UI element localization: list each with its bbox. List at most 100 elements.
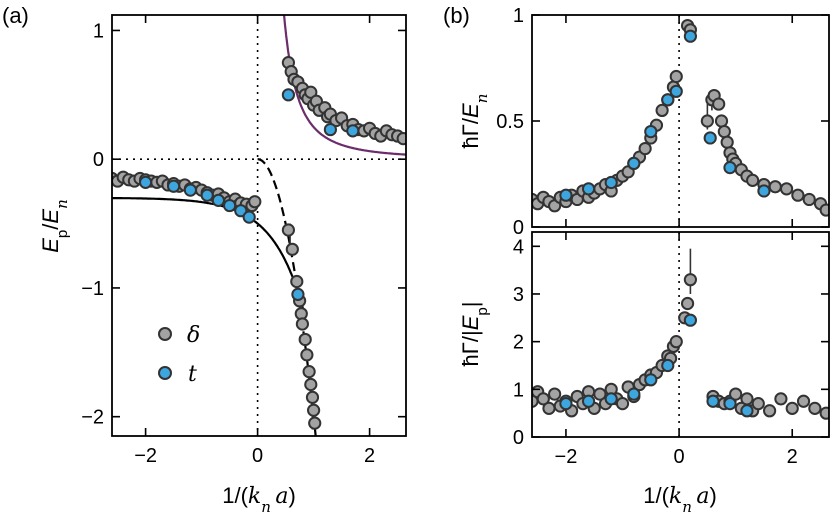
t-point xyxy=(669,84,683,98)
t-point xyxy=(604,175,618,190)
t-point xyxy=(346,124,360,138)
t-point xyxy=(559,397,573,411)
delta-point xyxy=(740,392,754,406)
delta-point xyxy=(791,188,805,202)
y-axis-label-b-bottom: ħΓ/|Ep| xyxy=(458,302,491,367)
theory-purple-upper xyxy=(282,15,406,156)
delta-point xyxy=(593,387,607,401)
y-tick-label: 2 xyxy=(513,332,524,354)
delta-point xyxy=(655,103,669,118)
t-point xyxy=(757,184,771,198)
delta-point xyxy=(298,332,312,347)
panel-b-bottom: −2 0 2 0 1 2 3 4 ħΓ/|Ep| 1/(kn a) xyxy=(458,231,830,514)
theory-black-solid xyxy=(112,197,306,313)
delta-point xyxy=(680,296,695,311)
panel-label-b: (b) xyxy=(443,3,470,28)
delta-point xyxy=(714,114,729,128)
delta-point xyxy=(248,195,262,209)
y-tick-label: 0 xyxy=(513,217,524,239)
delta-point xyxy=(396,131,406,146)
delta-point xyxy=(779,182,794,196)
t-point xyxy=(661,358,675,373)
delta-point xyxy=(281,223,295,237)
delta-point xyxy=(774,392,788,406)
t-point xyxy=(723,161,737,175)
delta-point xyxy=(290,274,304,289)
y-axis-label-b-top: ħΓ/En xyxy=(458,94,491,149)
legend-label-t: t xyxy=(188,362,197,387)
delta-point xyxy=(304,377,318,392)
y-tick-label: 0 xyxy=(93,149,104,171)
delta-point xyxy=(768,180,782,194)
t-point xyxy=(139,175,153,189)
delta-point xyxy=(300,348,314,362)
t-point xyxy=(661,93,675,107)
legend-marker-t xyxy=(158,366,172,380)
legend-label-delta: δ xyxy=(187,323,200,348)
delta-point xyxy=(615,397,630,411)
delta-point xyxy=(717,125,731,139)
t-point xyxy=(234,204,248,218)
t-point xyxy=(644,125,658,139)
delta-point xyxy=(548,387,562,401)
delta-point xyxy=(536,392,550,406)
legend: δt xyxy=(158,323,200,387)
delta-point xyxy=(542,401,556,415)
y-tick-label: −1 xyxy=(81,278,104,300)
t-point xyxy=(706,394,720,408)
delta-point xyxy=(819,203,829,217)
x-tick-label: 2 xyxy=(787,446,798,468)
delta-point xyxy=(808,401,822,415)
delta-point xyxy=(763,404,777,418)
t-point xyxy=(291,287,305,301)
y-tick-label: 1 xyxy=(93,20,104,42)
x-tick-label: 0 xyxy=(674,446,685,468)
delta-point xyxy=(302,365,316,379)
delta-point xyxy=(751,397,765,411)
x-tick-label: −2 xyxy=(555,446,578,468)
t-point xyxy=(644,373,658,387)
panel-b-top: 0 0.5 1 (b) ħΓ/En xyxy=(443,3,830,239)
t-point xyxy=(604,392,618,406)
legend-marker-delta xyxy=(158,327,172,341)
delta-point xyxy=(796,394,811,408)
x-tick-label: −2 xyxy=(134,445,157,467)
delta-point xyxy=(285,242,299,256)
t-point xyxy=(281,88,295,102)
delta-point xyxy=(308,416,322,430)
y-tick-label: 1 xyxy=(513,5,524,27)
y-tick-label: 0.5 xyxy=(496,111,524,133)
y-tick-label: 3 xyxy=(513,284,524,306)
t-point xyxy=(183,183,197,197)
delta-point xyxy=(669,69,683,84)
delta-point xyxy=(700,114,714,128)
delta-point xyxy=(669,335,683,349)
delta-point xyxy=(819,406,829,420)
t-point xyxy=(323,122,337,137)
plot-area xyxy=(532,232,829,437)
t-point xyxy=(200,188,214,202)
y-tick-label: 0 xyxy=(513,427,524,449)
t-point xyxy=(581,182,596,196)
plot-frame xyxy=(111,14,407,437)
t-point xyxy=(740,404,754,418)
plot-frame xyxy=(531,231,830,438)
x-axis-label-b: 1/(kn a) xyxy=(643,483,717,514)
plot-area xyxy=(532,15,829,227)
delta-point xyxy=(785,401,799,415)
panel-a: −2 0 2 1 0 −1 −2 (a) Ep/En 1/(kn a) δt xyxy=(2,3,407,514)
y-tick-label: −2 xyxy=(81,407,104,429)
delta-point xyxy=(746,173,760,187)
x-axis-label-a: 1/(kn a) xyxy=(222,483,296,514)
delta-point xyxy=(712,97,726,111)
t-point xyxy=(167,179,181,193)
t-point xyxy=(723,397,737,411)
t-point xyxy=(559,188,573,202)
x-tick-label: 2 xyxy=(364,445,375,467)
t-point xyxy=(627,156,641,170)
t-point xyxy=(683,29,698,43)
plot-area xyxy=(112,15,406,436)
delta-point xyxy=(295,317,309,331)
delta-point xyxy=(307,403,321,417)
